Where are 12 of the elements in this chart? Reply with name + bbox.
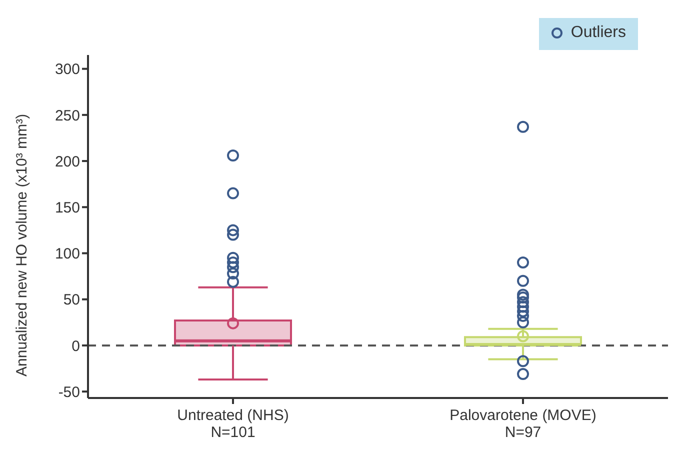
y-tick-label: 300: [54, 61, 80, 78]
x-tick-label: Untreated (NHS) N=101: [177, 407, 289, 441]
y-tick-label: 250: [54, 107, 80, 124]
y-tick-label: 200: [54, 153, 80, 170]
legend-label: Outliers: [570, 24, 626, 42]
y-tick-label: 100: [54, 246, 80, 263]
y-tick-label: 0: [72, 338, 80, 355]
y-tick-label: -50: [58, 384, 80, 401]
y-axis-title: Annualized new HO volume (x10³ mm³): [13, 114, 30, 376]
y-tick-label: 50: [63, 292, 80, 309]
x-tick-label: Palovarotene (MOVE) N=97: [450, 407, 596, 441]
y-tick-label: 150: [54, 199, 80, 216]
